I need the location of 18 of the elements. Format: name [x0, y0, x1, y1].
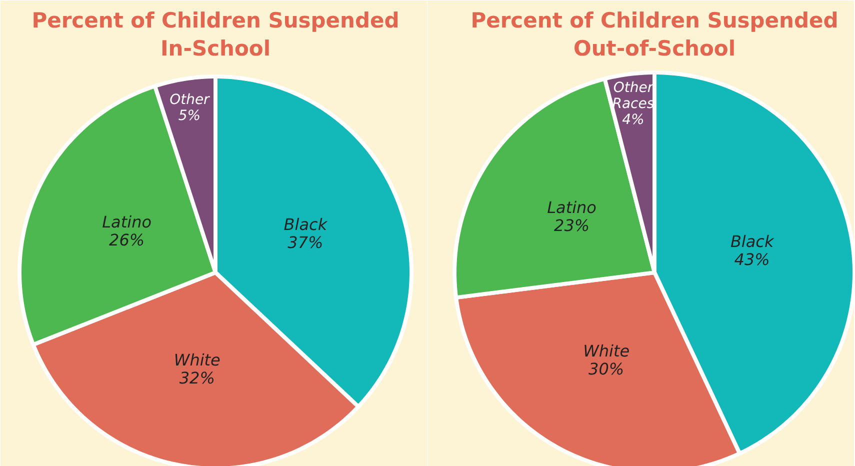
slice-label: Black — [284, 215, 328, 234]
data-label: 32% — [179, 368, 215, 388]
data-label: 5% — [178, 108, 201, 124]
chart-title: Percent of Children Suspended Out-of-School — [470, 8, 838, 60]
slice-label: Latino — [102, 212, 152, 232]
slice-label: White — [174, 350, 221, 370]
data-label: 43% — [734, 250, 770, 270]
chart-title: Percent of Children Suspended In-School — [32, 8, 400, 60]
data-label: 23% — [554, 216, 590, 235]
data-label: 26% — [109, 230, 145, 250]
slice-label: Other — [170, 92, 211, 108]
slice-label: Black — [730, 232, 774, 252]
slice-label: Other Races — [612, 80, 654, 112]
data-label: 30% — [588, 360, 624, 379]
slice-label: White — [583, 342, 630, 361]
data-label: 37% — [288, 233, 324, 252]
data-label: 4% — [622, 112, 644, 128]
slice-label: Latino — [547, 198, 597, 217]
